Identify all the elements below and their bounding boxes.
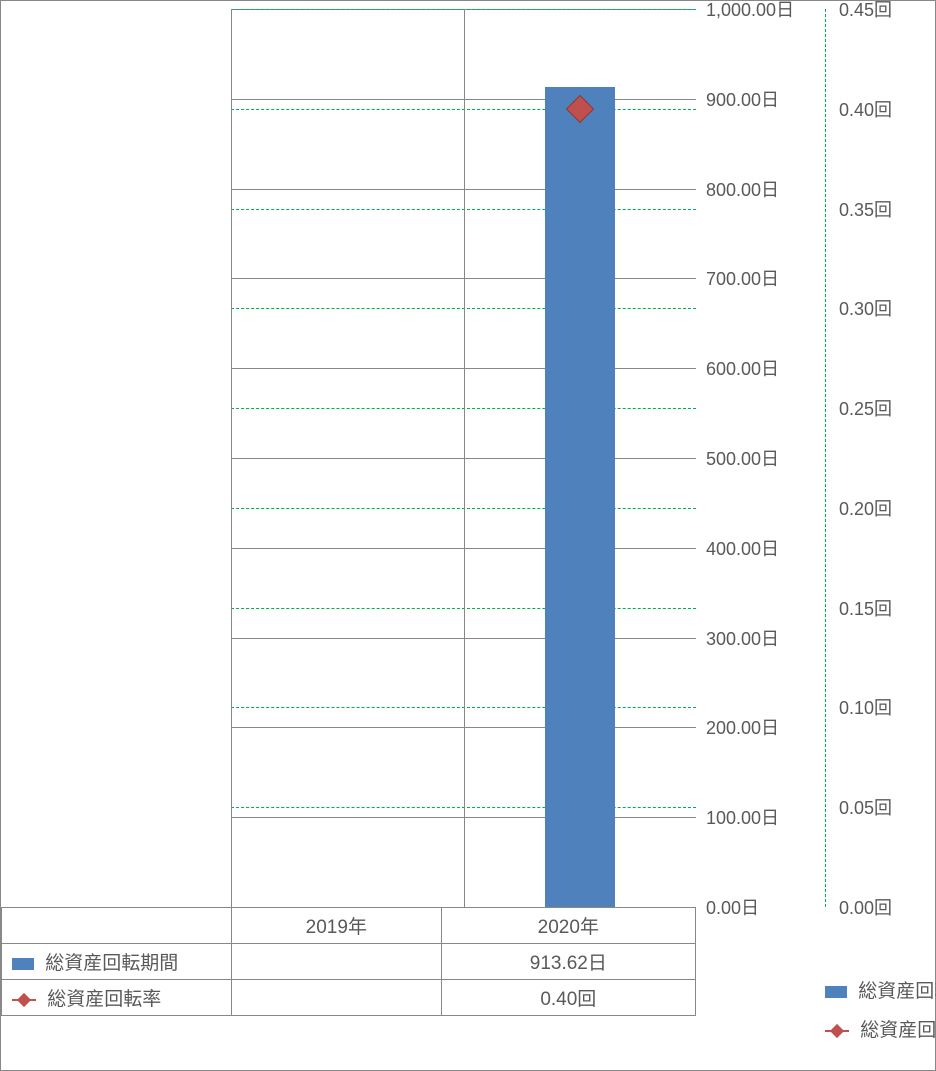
y2-tick-label: 0.25回 — [839, 395, 892, 421]
legend-item-bar: 総資産回転期間 — [825, 976, 936, 1003]
table-bar-header: 総資産回転期間 — [2, 944, 232, 980]
y2-tick-label: 0.30回 — [839, 295, 892, 321]
x-divider — [464, 9, 465, 907]
y2-tick-label: 0.15回 — [839, 595, 892, 621]
table-cat-1: 2020年 — [441, 908, 695, 944]
bar — [545, 87, 615, 907]
y1-tick-label: 400.00日 — [706, 535, 779, 561]
table-row-categories: 2019年 2020年 — [2, 908, 696, 944]
y1-tick-label: 900.00日 — [706, 86, 779, 112]
y1-tick-label: 800.00日 — [706, 176, 779, 202]
y2-tick-label: 0.40回 — [839, 96, 892, 122]
legend-item-marker: 総資産回転率 — [825, 1015, 936, 1042]
y1-tick-label: 600.00日 — [706, 355, 779, 381]
y2-tick-label: 0.10回 — [839, 694, 892, 720]
data-table: 2019年 2020年 総資産回転期間 913.62日 総資産回転率 0.40回 — [1, 907, 696, 1016]
legend-marker-label: 総資産回転率 — [860, 1020, 936, 1041]
diamond-swatch-icon — [825, 1025, 849, 1037]
plot-inner — [231, 9, 696, 907]
table-bar-name: 総資産回転期間 — [45, 953, 178, 974]
x-divider — [231, 9, 232, 907]
table-marker-header: 総資産回転率 — [2, 980, 232, 1016]
table-bar-val-0 — [232, 944, 442, 980]
y2-tick-label: 0.45回 — [839, 0, 892, 22]
y1-tick-label: 700.00日 — [706, 265, 779, 291]
diamond-swatch-icon — [12, 994, 36, 1006]
table-row-bar: 総資産回転期間 913.62日 — [2, 944, 696, 980]
bar-swatch-icon — [825, 986, 847, 998]
y2-tick-label: 0.35回 — [839, 196, 892, 222]
bar-swatch-icon — [12, 958, 34, 970]
legend-bar-label: 総資産回転期間 — [858, 981, 936, 1002]
table-corner — [2, 908, 232, 944]
right-legend: 総資産回転期間 総資産回転率 — [825, 976, 936, 1054]
y1-tick-label: 200.00日 — [706, 714, 779, 740]
chart-container: 2019年 2020年 総資産回転期間 913.62日 総資産回転率 0.40回… — [0, 0, 936, 1071]
table-marker-val-1: 0.40回 — [441, 980, 695, 1016]
y2-tick-label: 0.00回 — [839, 894, 892, 920]
table-marker-val-0 — [232, 980, 442, 1016]
y2-tick-label: 0.20回 — [839, 495, 892, 521]
y2-tick-label: 0.05回 — [839, 794, 892, 820]
y1-tick-label: 500.00日 — [706, 445, 779, 471]
table-cat-0: 2019年 — [232, 908, 442, 944]
y2-axis-line — [825, 9, 826, 907]
plot-area — [1, 9, 696, 907]
table-row-marker: 総資産回転率 0.40回 — [2, 980, 696, 1016]
y1-tick-label: 100.00日 — [706, 804, 779, 830]
table-bar-val-1: 913.62日 — [441, 944, 695, 980]
y1-tick-label: 300.00日 — [706, 625, 779, 651]
y1-tick-label: 0.00日 — [706, 894, 759, 920]
table-marker-name: 総資産回転率 — [47, 989, 161, 1010]
y1-tick-label: 1,000.00日 — [706, 0, 794, 22]
